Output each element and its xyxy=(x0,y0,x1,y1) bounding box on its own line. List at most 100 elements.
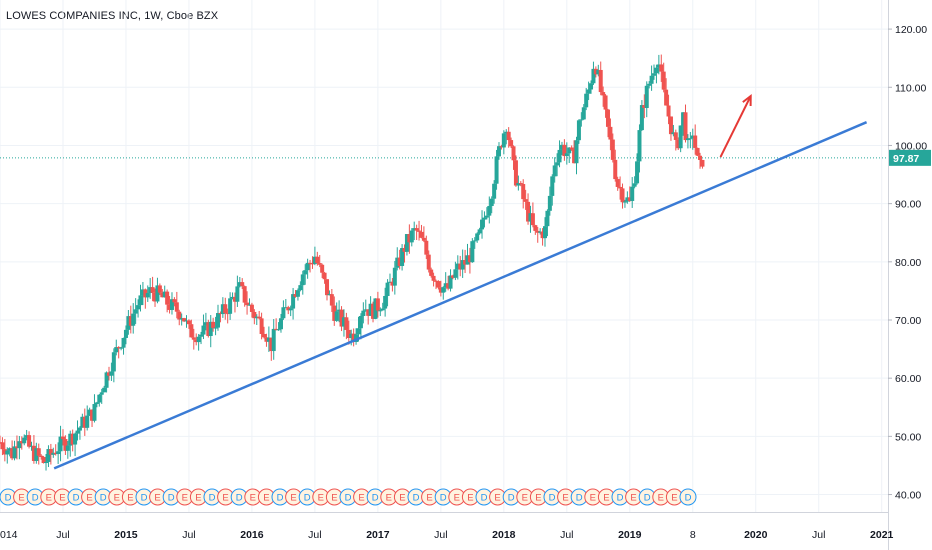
dividend-marker[interactable]: D xyxy=(679,488,697,506)
event-ring xyxy=(679,488,697,506)
candle xyxy=(574,136,579,175)
candle xyxy=(322,271,327,284)
candle-body xyxy=(581,107,586,120)
candle-body xyxy=(213,327,218,329)
candle-body xyxy=(245,302,250,306)
candle xyxy=(102,385,107,393)
candle-body xyxy=(310,263,315,265)
candle-body xyxy=(186,320,191,325)
candle xyxy=(177,309,182,326)
candle xyxy=(300,270,305,295)
candle-body xyxy=(104,372,109,388)
candle-body xyxy=(41,457,46,464)
candle-body xyxy=(557,149,562,163)
candle-body xyxy=(685,138,690,141)
candle-body xyxy=(155,285,160,302)
candle xyxy=(625,191,630,204)
earnings-marker[interactable]: E xyxy=(421,488,439,506)
candle xyxy=(467,247,472,274)
candle-body xyxy=(162,291,167,298)
candle-body xyxy=(196,336,201,343)
candle-body xyxy=(346,329,351,339)
last-price-text: 97.87 xyxy=(893,153,919,165)
candle-body xyxy=(242,286,247,303)
candle xyxy=(218,311,223,323)
candle xyxy=(249,302,254,318)
candle-body xyxy=(412,228,417,231)
candle xyxy=(114,339,119,356)
candle xyxy=(213,316,218,336)
candlestick-series xyxy=(0,54,705,471)
earnings-marker[interactable]: E xyxy=(13,488,31,506)
candle-body xyxy=(417,230,422,232)
candle-body xyxy=(484,215,489,218)
candle-body xyxy=(114,347,119,353)
candle xyxy=(278,313,283,333)
dividend-marker[interactable]: D xyxy=(475,488,493,506)
candle xyxy=(446,275,451,291)
candle xyxy=(458,255,463,277)
candle xyxy=(470,238,475,263)
candle-body xyxy=(278,318,283,330)
x-tick-label: 2016 xyxy=(240,529,264,541)
candle xyxy=(174,291,179,319)
candle-body xyxy=(138,295,143,306)
candle-body xyxy=(87,409,92,416)
candle-body xyxy=(538,231,543,233)
candle xyxy=(51,447,56,458)
candle xyxy=(5,447,10,464)
candle xyxy=(450,274,455,280)
candle-body xyxy=(521,184,526,200)
candle xyxy=(521,179,526,209)
candle xyxy=(475,232,480,243)
event-letter: D xyxy=(413,493,420,504)
candle-body xyxy=(351,333,356,342)
candle xyxy=(523,189,528,210)
candle-body xyxy=(34,448,39,461)
earnings-marker[interactable]: E xyxy=(652,488,670,506)
candle-body xyxy=(36,448,41,456)
candle xyxy=(167,296,172,314)
candle-body xyxy=(60,436,65,440)
candle xyxy=(649,65,654,91)
candle-body xyxy=(44,461,49,464)
candle-body xyxy=(68,433,73,446)
candle-body xyxy=(504,131,509,134)
candle-body xyxy=(472,240,477,242)
candle xyxy=(308,259,313,273)
event-letter: E xyxy=(18,493,24,504)
last-price-badge xyxy=(889,149,931,166)
candle xyxy=(199,331,204,345)
candle xyxy=(196,334,201,351)
candle-body xyxy=(7,448,12,451)
candle xyxy=(404,234,409,256)
candle-body xyxy=(2,449,7,455)
candle-body xyxy=(291,294,296,309)
candle-body xyxy=(639,105,644,131)
candle-body xyxy=(199,334,204,337)
candle-body xyxy=(189,324,194,338)
candle-body xyxy=(82,416,87,428)
earnings-marker[interactable]: E xyxy=(40,488,58,506)
dividend-marker[interactable]: D xyxy=(366,488,384,506)
dividend-marker[interactable]: D xyxy=(298,488,316,506)
earnings-marker[interactable]: E xyxy=(448,488,466,506)
x-tick-label: Jul xyxy=(308,529,321,541)
candle xyxy=(240,278,245,290)
support-trendline[interactable] xyxy=(53,121,868,470)
candle xyxy=(337,300,342,323)
candle-body xyxy=(27,435,32,447)
candle-body xyxy=(450,275,455,278)
earnings-marker[interactable]: E xyxy=(665,488,683,506)
candle xyxy=(402,244,407,263)
candle xyxy=(598,61,603,96)
candle xyxy=(143,288,148,309)
earnings-marker[interactable]: E xyxy=(584,488,602,506)
candle-body xyxy=(329,294,334,306)
event-letter: E xyxy=(386,493,392,504)
arrow-shaft xyxy=(719,95,752,158)
candle-body xyxy=(409,230,414,243)
candle-body xyxy=(627,197,632,201)
